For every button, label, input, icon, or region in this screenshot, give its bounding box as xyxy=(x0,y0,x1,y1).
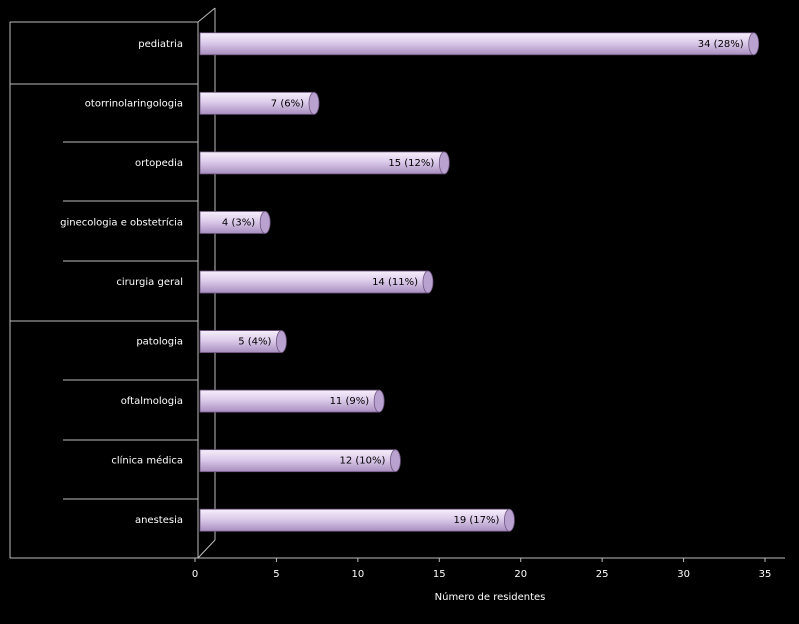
x-tick-label: 0 xyxy=(192,569,198,580)
bar-cap xyxy=(308,91,320,115)
category-label: otorrinolaringologia xyxy=(85,98,183,109)
category-label: pediatria xyxy=(138,39,183,50)
bar-cap xyxy=(259,211,271,234)
x-tick-label: 20 xyxy=(514,569,527,580)
bar xyxy=(199,32,755,56)
value-label: 5 (4%) xyxy=(238,337,271,348)
x-tick-label: 10 xyxy=(351,569,364,580)
x-tick-label: 25 xyxy=(596,569,609,580)
x-tick-label: 35 xyxy=(759,569,772,580)
category-label: patologia xyxy=(136,337,183,348)
category-label: cirurgia geral xyxy=(116,277,183,288)
value-label: 34 (28%) xyxy=(698,39,744,50)
bar-cap xyxy=(504,508,515,532)
bar-cap xyxy=(438,151,450,175)
category-label: anestesia xyxy=(135,515,183,526)
value-label: 15 (12%) xyxy=(388,158,434,169)
bar-cap xyxy=(422,270,434,294)
value-label: 11 (9%) xyxy=(330,396,370,407)
category-label: ortopedia xyxy=(135,158,183,169)
bar-cap xyxy=(276,330,287,353)
bar-cap xyxy=(390,449,401,473)
value-label: 4 (3%) xyxy=(222,217,255,228)
category-label: ginecologia e obstetrícia xyxy=(60,216,183,228)
bar-cap xyxy=(748,32,760,56)
x-tick-label: 5 xyxy=(273,569,279,580)
value-label: 19 (17%) xyxy=(453,515,499,526)
bar-cap xyxy=(373,389,385,413)
value-label: 14 (11%) xyxy=(372,277,418,288)
x-tick-label: 15 xyxy=(433,569,446,580)
value-label: 12 (10%) xyxy=(339,456,385,467)
x-tick-label: 30 xyxy=(677,569,690,580)
category-label: clínica médica xyxy=(111,455,183,467)
x-axis-title: Número de residentes xyxy=(435,591,546,603)
category-label: oftalmologia xyxy=(121,396,183,407)
value-label: 7 (6%) xyxy=(271,98,304,109)
